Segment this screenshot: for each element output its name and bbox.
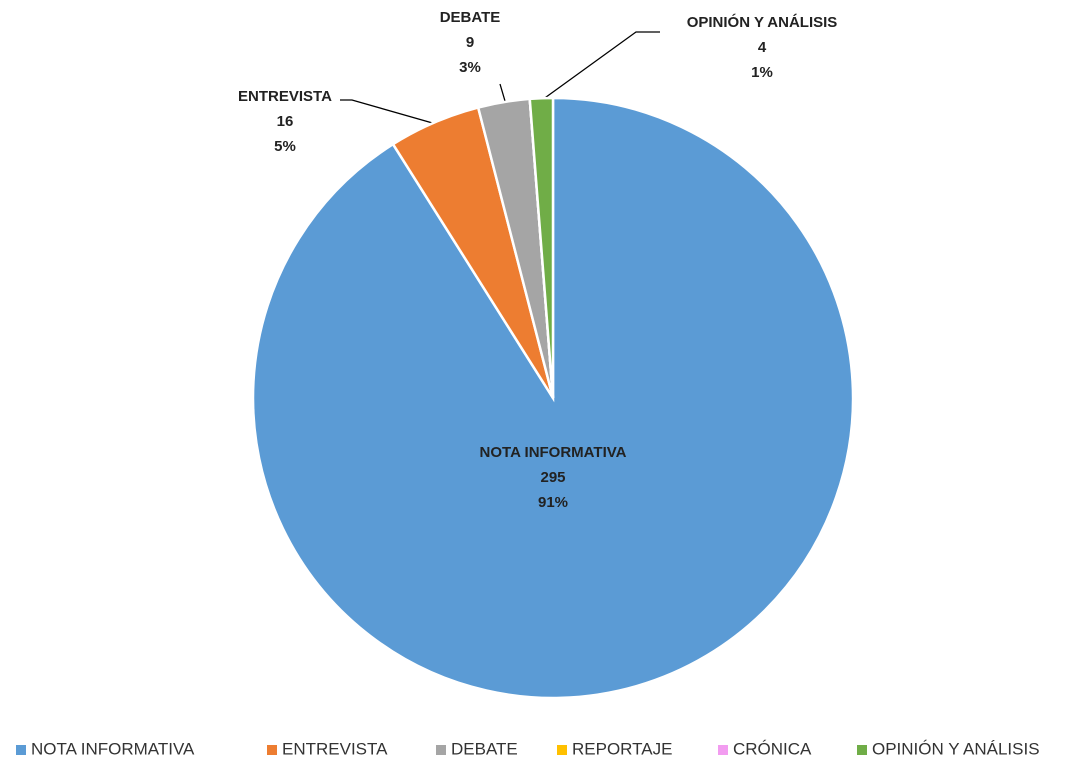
data-label-value: 9 [466,34,474,51]
leader-line [541,31,660,101]
legend-marker [557,745,567,755]
data-label-name: NOTA INFORMATIVA [480,444,627,461]
data-label-name: DEBATE [440,9,501,26]
legend-marker [16,745,26,755]
legend-marker [436,745,446,755]
data-label-value: 16 [277,113,294,130]
legend-marker [718,745,728,755]
data-label-percent: 1% [751,64,773,81]
legend-label: REPORTAJE [572,739,672,758]
data-label-percent: 91% [538,494,568,511]
data-label-percent: 5% [274,138,296,155]
legend-label: DEBATE [451,739,518,758]
legend-marker [267,745,277,755]
legend-label: CRÓNICA [733,739,812,758]
data-label-name: OPINIÓN Y ANÁLISIS [687,13,838,31]
legend-marker [857,745,867,755]
data-label-name: ENTREVISTA [238,88,332,105]
data-label-value: 295 [540,469,565,486]
data-label-value: 4 [758,39,767,56]
legend-label: OPINIÓN Y ANÁLISIS [872,739,1040,758]
legend-label: ENTREVISTA [282,739,388,758]
leader-line [340,99,437,125]
leader-line [499,83,506,102]
data-label-percent: 3% [459,59,481,76]
pie-slice [528,96,555,399]
legend-label: NOTA INFORMATIVA [31,739,195,758]
